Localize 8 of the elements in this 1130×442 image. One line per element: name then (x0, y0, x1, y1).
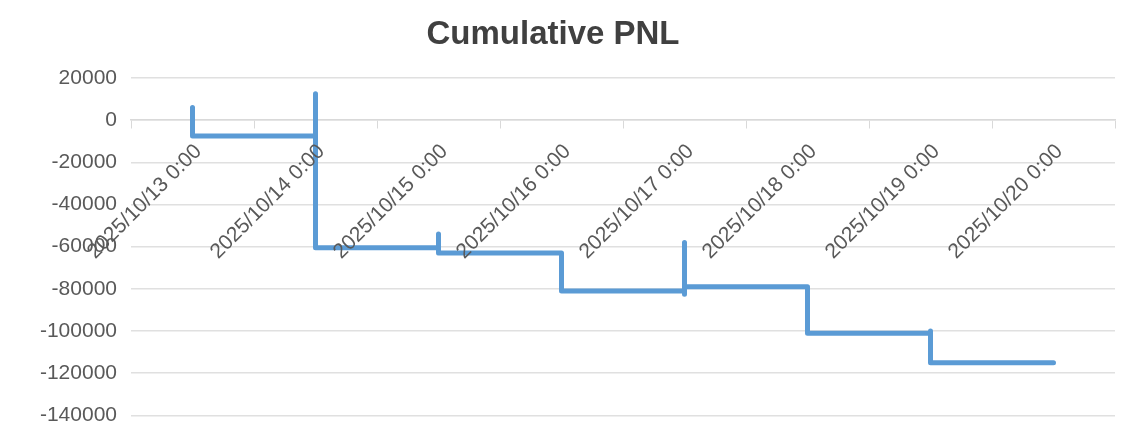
y-tick-label: 0 (105, 106, 117, 130)
chart-title: Cumulative PNL (425, 13, 681, 53)
y-tick-label: -140000 (39, 402, 117, 426)
y-tick-label: -100000 (39, 317, 117, 341)
y-tick-label: -120000 (39, 360, 117, 384)
y-tick-label: 20000 (58, 64, 117, 88)
y-tick-label: -80000 (51, 275, 117, 299)
y-tick-label: -20000 (51, 149, 117, 173)
